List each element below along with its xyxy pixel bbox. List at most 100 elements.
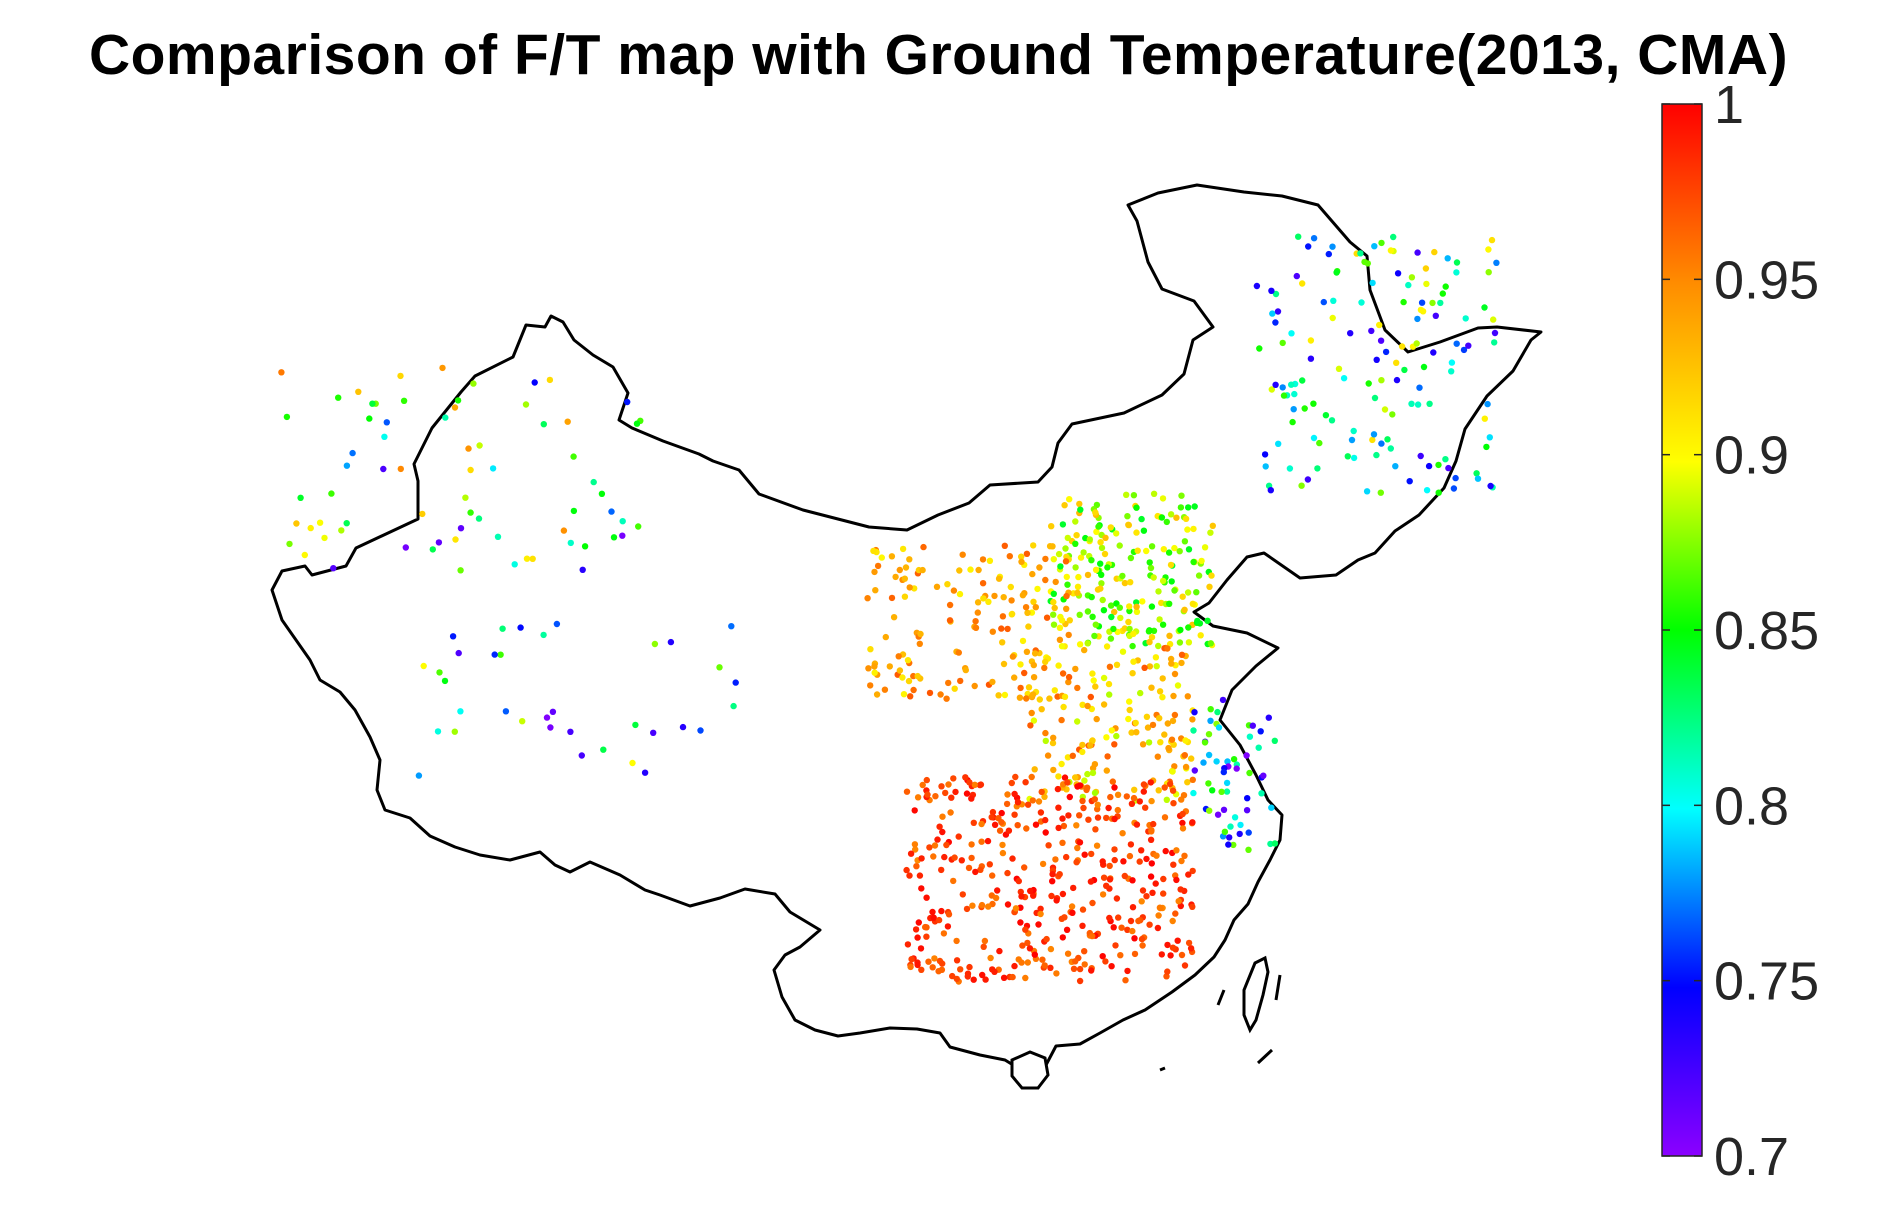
station-point [1442, 456, 1449, 463]
station-point [1058, 760, 1065, 768]
station-point [1158, 514, 1166, 521]
station-point [1429, 299, 1436, 307]
station-point [301, 551, 308, 559]
station-point [910, 672, 917, 680]
station-point [1121, 625, 1129, 632]
station-point [906, 584, 913, 591]
station-point [1442, 283, 1449, 290]
station-point [1160, 546, 1168, 553]
station-point [1369, 436, 1376, 444]
station-point [972, 868, 979, 876]
station-point [1194, 617, 1201, 625]
station-point [1119, 830, 1126, 837]
station-point [1148, 828, 1155, 835]
station-point [1169, 717, 1177, 725]
station-point [965, 864, 973, 872]
station-point [523, 555, 531, 562]
station-point [959, 551, 966, 558]
station-point [963, 905, 971, 913]
station-point [1161, 784, 1168, 791]
station-point [881, 686, 889, 693]
station-point [896, 566, 903, 574]
station-point [1045, 842, 1052, 849]
colorbar-tick-label: 0.8 [1714, 776, 1789, 836]
station-point [1177, 504, 1185, 511]
station-point [1335, 365, 1343, 372]
station-point [1491, 339, 1498, 346]
station-point [1061, 774, 1069, 781]
station-point [946, 601, 954, 609]
station-point [871, 663, 878, 670]
station-point [1329, 314, 1336, 322]
station-point [979, 971, 986, 979]
station-point [567, 728, 574, 735]
station-point [888, 553, 896, 560]
station-point [1148, 603, 1156, 610]
station-point [1425, 462, 1433, 470]
station-point [1111, 784, 1118, 791]
station-point [1490, 316, 1497, 323]
station-point [1092, 826, 1099, 833]
station-point [952, 788, 959, 796]
station-point [929, 908, 936, 916]
station-point [982, 976, 989, 983]
station-point [1481, 415, 1489, 422]
station-point [926, 689, 934, 697]
station-point [931, 955, 938, 962]
station-point [989, 872, 996, 879]
station-point [598, 490, 606, 497]
station-point [1041, 793, 1048, 800]
station-point [1007, 583, 1014, 591]
station-point [1064, 950, 1072, 957]
station-point [1272, 319, 1279, 326]
station-point [397, 372, 404, 380]
station-point [1076, 977, 1084, 985]
station-point [1481, 304, 1488, 311]
station-point [1299, 280, 1306, 287]
station-point [1058, 716, 1065, 724]
station-point [454, 397, 462, 404]
station-point [1003, 800, 1011, 808]
station-point [1148, 860, 1156, 867]
station-point [971, 682, 978, 690]
station-point [1453, 259, 1461, 266]
station-point [1126, 698, 1133, 705]
station-point [1006, 553, 1013, 560]
station-point [600, 746, 607, 753]
station-point [491, 651, 498, 658]
station-point [1014, 799, 1022, 806]
station-point [1083, 786, 1090, 794]
station-point [942, 789, 949, 797]
station-point [916, 872, 924, 879]
station-point [1159, 694, 1166, 701]
station-point [1103, 814, 1110, 822]
station-point [1055, 662, 1062, 669]
station-point [1004, 791, 1011, 798]
station-point [1063, 926, 1071, 933]
station-point [1179, 825, 1187, 832]
station-point [1398, 343, 1406, 350]
station-point [890, 614, 898, 621]
station-point [1125, 521, 1132, 528]
station-point [716, 664, 723, 671]
station-point [1022, 779, 1029, 786]
station-point [1140, 781, 1148, 788]
station-point [1274, 308, 1282, 315]
station-point [1099, 891, 1107, 898]
station-point [283, 413, 291, 421]
station-point [908, 956, 915, 963]
station-point [1090, 677, 1097, 684]
station-point [907, 850, 915, 857]
station-point [1179, 819, 1186, 827]
station-point [462, 494, 469, 501]
station-point [995, 692, 1002, 699]
station-point [549, 708, 557, 715]
station-point [943, 841, 950, 849]
station-point [366, 415, 373, 422]
station-point [1015, 877, 1022, 885]
station-point [1042, 829, 1049, 836]
station-point [1387, 247, 1395, 254]
station-point [1098, 580, 1105, 587]
station-point [1219, 696, 1227, 704]
station-point [1363, 488, 1371, 495]
